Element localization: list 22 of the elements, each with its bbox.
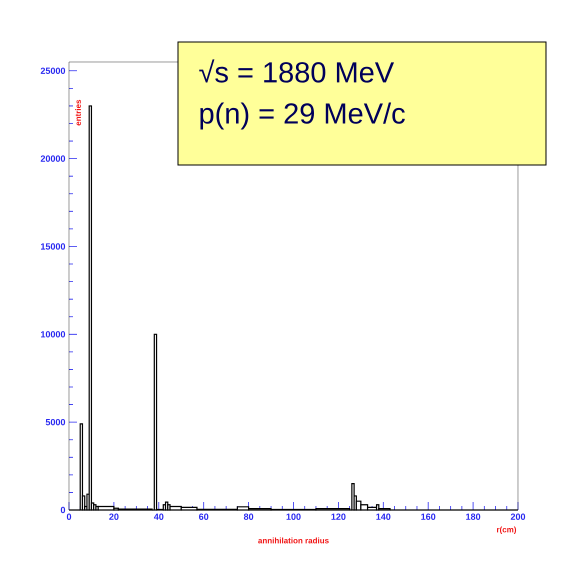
x-tick-label: 20 <box>109 514 119 520</box>
y-tick-label: 25000 <box>40 68 66 74</box>
x-tick-label: 100 <box>286 514 301 520</box>
x-tick-label: 180 <box>466 514 480 520</box>
x-tick-label: 80 <box>244 514 254 520</box>
x-tick-label: 140 <box>376 514 390 520</box>
y-axis-title: entries <box>75 100 81 126</box>
y-tick-label: 20000 <box>40 155 66 162</box>
x-tick-label: 40 <box>154 514 164 520</box>
x-axis-title: annihilation radius <box>258 538 329 544</box>
y-tick-label: 15000 <box>41 243 66 250</box>
x-tick-label: 0 <box>66 514 72 520</box>
x-tick-label: 60 <box>199 514 208 520</box>
x-tick-label: 200 <box>510 514 526 520</box>
x-tick-label: 120 <box>331 514 346 520</box>
y-tick-label: 10000 <box>41 331 66 338</box>
annotation: √s = 1880 MeV <box>199 59 394 83</box>
text: r(cm) <box>496 526 516 534</box>
y-tick-label: 5000 <box>46 418 66 426</box>
y-tick-label: 0 <box>60 506 66 514</box>
annotation: p(n) = 29 MeV/c <box>200 102 405 130</box>
x-tick-label: 160 <box>421 514 436 520</box>
